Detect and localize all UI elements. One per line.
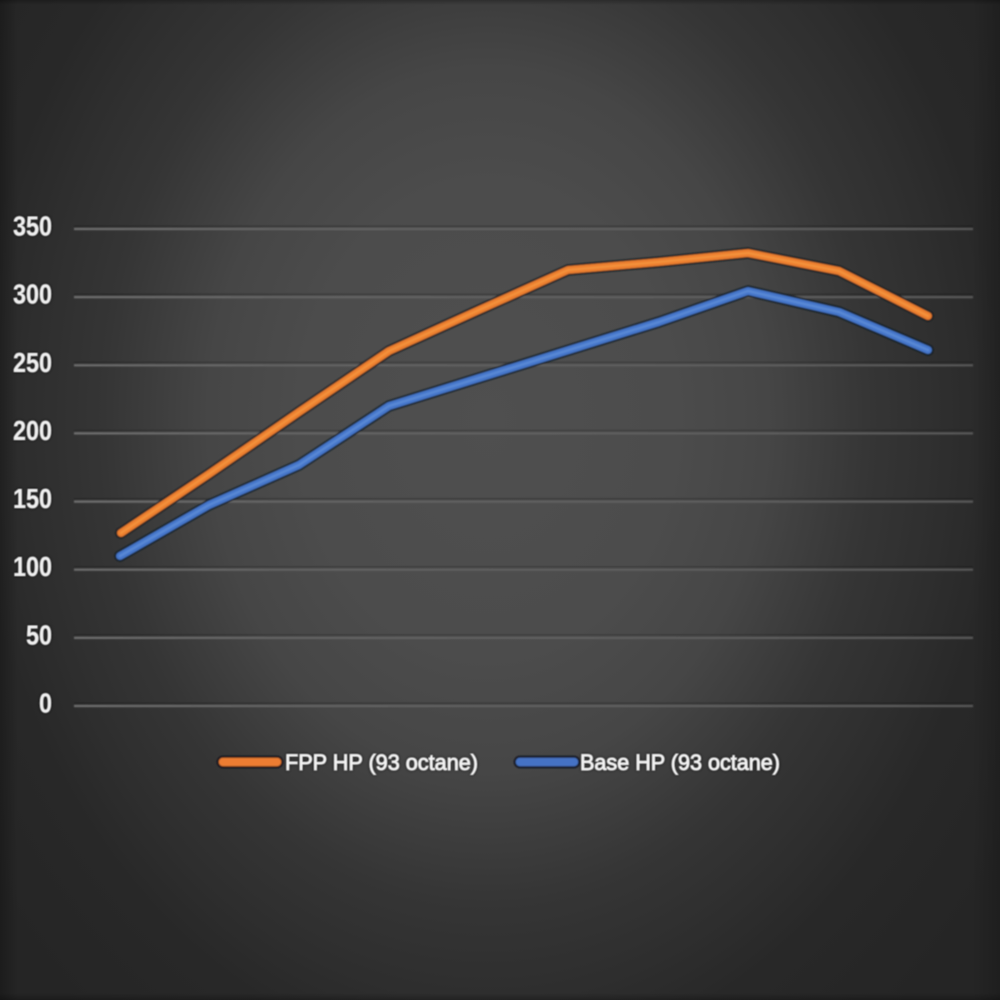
svg-text:300: 300 xyxy=(13,279,52,310)
svg-text:50: 50 xyxy=(26,619,52,650)
svg-text:150: 150 xyxy=(13,483,52,514)
svg-text:250: 250 xyxy=(13,347,52,378)
svg-text:0: 0 xyxy=(39,688,52,719)
svg-text:200: 200 xyxy=(13,415,52,446)
svg-text:Base HP (93 octane): Base HP (93 octane) xyxy=(580,750,780,775)
svg-text:FPP HP (93 octane): FPP HP (93 octane) xyxy=(285,750,478,775)
svg-text:350: 350 xyxy=(13,211,52,242)
svg-text:100: 100 xyxy=(13,551,52,582)
